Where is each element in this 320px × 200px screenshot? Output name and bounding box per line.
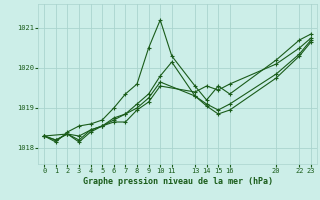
X-axis label: Graphe pression niveau de la mer (hPa): Graphe pression niveau de la mer (hPa) xyxy=(83,177,273,186)
